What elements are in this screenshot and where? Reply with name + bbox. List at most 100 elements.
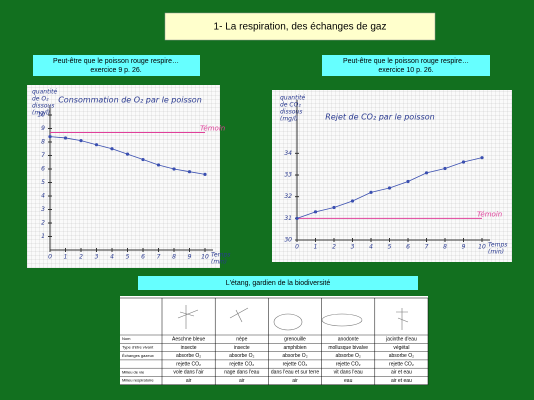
x-tick-label: 8	[443, 244, 447, 251]
table-cell: Nom	[122, 336, 131, 341]
x-tick-label: 4	[369, 244, 373, 251]
y-axis-label: (mg/l)	[32, 110, 50, 117]
y-tick-label: 6	[41, 166, 45, 173]
table-cell: rejette CO₂	[229, 361, 254, 367]
x-tick-label: 0	[295, 244, 299, 251]
data-point	[125, 152, 130, 156]
caption: Peut-être que le poisson rouge respire…	[53, 58, 179, 65]
data-point	[295, 216, 299, 220]
reference-label: Témoin	[477, 210, 502, 218]
y-tick-label: 4	[41, 193, 45, 200]
graph-paper	[27, 85, 220, 268]
table-cell: insecte	[181, 345, 197, 351]
table-cell: vole dans l'air	[173, 370, 204, 376]
y-tick-label: 31	[284, 215, 292, 222]
table-cell: absorbe O₂	[176, 353, 201, 359]
table-cell: nèpe	[236, 336, 247, 342]
table-cell: insecte	[234, 345, 250, 351]
x-tick-label: 4	[110, 254, 114, 261]
table-cell: vit dans l'eau	[334, 370, 363, 376]
table-cell: air et eau	[391, 378, 412, 384]
table-cell: Milieu de vie	[122, 369, 145, 374]
data-point	[461, 160, 466, 164]
data-point	[110, 147, 114, 151]
y-tick-label: 5	[41, 179, 45, 186]
x-tick-label: 1	[64, 254, 68, 261]
data-point	[480, 156, 484, 160]
x-tick-label: 6	[141, 254, 145, 261]
data-point	[63, 136, 68, 140]
data-point	[156, 163, 161, 167]
y-tick-label: 7	[41, 152, 45, 159]
title-box	[164, 12, 436, 41]
data-point	[79, 139, 83, 143]
table-cell: air	[239, 378, 245, 384]
data-point	[424, 171, 429, 175]
table-cell: dans l'eau et sur terre	[271, 370, 319, 376]
x-tick-label: 9	[188, 254, 192, 261]
x-tick-label: 3	[95, 254, 99, 261]
table-cell: Aeschne bleue	[172, 336, 205, 342]
reference-label: Témoin	[200, 125, 225, 133]
table-cell: rejette CO₂	[389, 361, 414, 367]
y-tick-label: 2	[41, 220, 45, 227]
table-cell: air	[186, 378, 192, 384]
graph-paper	[272, 90, 512, 262]
caption: exercice 10 p. 26.	[378, 67, 433, 74]
y-tick-label: 8	[41, 139, 45, 146]
x-axis-label: (min)	[488, 249, 504, 256]
x-tick-label: 8	[172, 254, 176, 261]
table-cell: anodonte	[338, 336, 359, 342]
table-cell: rejette CO₂	[176, 361, 201, 367]
table-box	[120, 296, 428, 385]
data-point	[203, 172, 207, 176]
table-cell: absorbe O₂	[282, 353, 307, 359]
y-tick-label: 1	[41, 233, 45, 240]
table-cell: absorbe O₂	[229, 353, 254, 359]
x-tick-label: 7	[157, 254, 161, 261]
table-cell: grenouille	[284, 336, 306, 342]
table-cell: absorbe O₂	[389, 353, 414, 359]
data-point	[443, 166, 447, 171]
table-cell: nage dans l'eau	[224, 370, 259, 376]
table-sketches	[177, 305, 409, 331]
caption-box	[322, 55, 490, 76]
table-cell: air	[292, 378, 298, 384]
x-axis-label: (min)	[211, 259, 227, 266]
slide-title: 1- La respiration, des échanges de gaz	[214, 22, 387, 33]
x-tick-label: 5	[126, 254, 130, 261]
x-axis-label: Temps	[211, 252, 230, 259]
table-cell: amphibien	[283, 345, 306, 351]
y-axis-label: (mg/l)	[280, 116, 298, 123]
table-cell: jacinthe d'eau	[385, 336, 417, 342]
table-cell: eau	[344, 378, 353, 384]
data-point	[313, 210, 318, 214]
data-point	[387, 186, 392, 190]
y-axis-label: dissous	[280, 109, 302, 116]
x-tick-label: 10	[201, 254, 209, 261]
y-axis-label: quantité	[32, 89, 57, 96]
data-point	[141, 157, 145, 162]
x-tick-label: 9	[462, 244, 466, 251]
table-cell: Échanges gazeux	[122, 353, 154, 358]
x-axis-label: Temps	[488, 242, 507, 249]
x-tick-label: 2	[79, 254, 83, 261]
y-axis-label: dissous	[32, 103, 54, 110]
y-tick-label: 34	[284, 150, 292, 157]
data-point	[332, 205, 336, 210]
y-axis-label: de CO₂	[280, 102, 301, 109]
caption: exercice 9 p. 26.	[90, 67, 141, 74]
data-point	[369, 190, 373, 194]
table-cell: Type d'être vivant	[122, 345, 154, 350]
data-point	[187, 170, 192, 174]
x-tick-label: 2	[332, 244, 336, 251]
table-cell: rejette CO₂	[336, 361, 361, 367]
x-tick-label: 6	[406, 244, 410, 251]
table-cell: mollusque bivalve	[328, 345, 368, 351]
chart-title: Consommation de O₂ par le poisson	[58, 96, 202, 105]
table-cell: absorbe O₂	[336, 353, 361, 359]
y-tick-label: 10	[37, 112, 45, 119]
y-tick-label: 9	[41, 125, 45, 132]
data-point	[172, 167, 176, 171]
